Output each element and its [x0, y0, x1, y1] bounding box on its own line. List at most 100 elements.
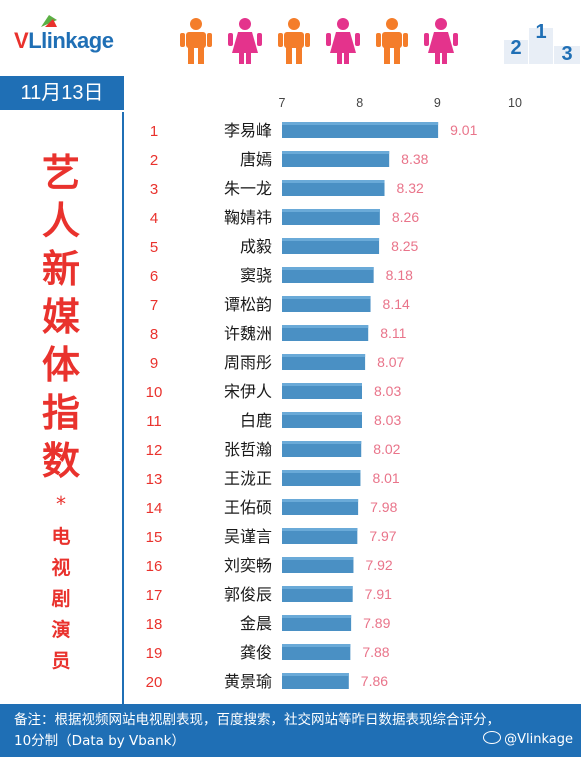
female-icon — [326, 18, 360, 64]
value-label: 7.91 — [365, 586, 392, 602]
rank-number: 3 — [150, 181, 158, 198]
rank-number: 9 — [150, 355, 158, 372]
footer-note-line2: 10分制（Data by Vbank） — [14, 733, 186, 749]
bar-highlight — [282, 586, 353, 589]
rank-number: 5 — [150, 239, 158, 256]
bar-highlight — [282, 180, 385, 183]
male-icon — [376, 18, 408, 64]
bar — [282, 354, 366, 370]
bar — [282, 296, 371, 312]
bar-highlight — [282, 441, 362, 444]
bar — [282, 441, 362, 457]
vlinkage-logo: VLlinkage — [14, 28, 114, 54]
bar-highlight — [282, 238, 380, 241]
bar — [282, 209, 380, 225]
rank-number: 2 — [150, 152, 158, 169]
value-label: 8.07 — [377, 354, 404, 370]
artist-name: 李易峰 — [224, 121, 272, 140]
bar — [282, 586, 353, 602]
x-tick-label: 9 — [434, 96, 441, 110]
value-label: 8.32 — [397, 180, 424, 196]
rank-number: 13 — [146, 471, 163, 488]
value-label: 8.03 — [374, 383, 401, 399]
artist-name: 鞠婧祎 — [224, 208, 272, 227]
podium-number: 3 — [561, 43, 572, 65]
left-divider — [122, 112, 124, 704]
bar — [282, 180, 385, 196]
rank-number: 1 — [150, 123, 158, 140]
x-tick-label: 10 — [508, 96, 522, 110]
value-label: 7.88 — [362, 644, 389, 660]
bar — [282, 325, 369, 341]
rank-number: 17 — [146, 587, 163, 604]
male-icon — [180, 18, 212, 64]
value-label: 7.97 — [369, 528, 396, 544]
rank-number: 6 — [150, 268, 158, 285]
value-label: 8.02 — [373, 441, 400, 457]
value-label: 8.01 — [372, 470, 399, 486]
bar-highlight — [282, 325, 369, 328]
rank-number: 10 — [146, 384, 163, 401]
people-icons — [180, 18, 458, 64]
rank-number: 12 — [146, 442, 163, 459]
rank-number: 14 — [146, 500, 163, 517]
artist-name: 白鹿 — [240, 411, 272, 430]
title-char: 指 — [41, 391, 80, 435]
ranking-chart: 7 8 9 10 1 李易峰 9.01 2 唐嫣 8.38 3 朱一龙 8.32 4 鞠婧祎 8.26 5 成毅 8… — [146, 96, 522, 691]
podium-number: 1 — [535, 21, 546, 43]
subtitle-char: 员 — [51, 650, 71, 672]
bar-highlight — [282, 499, 359, 502]
bar — [282, 151, 390, 167]
rank-number: 8 — [150, 326, 158, 343]
weibo-handle: @Vlinkage — [483, 731, 573, 747]
title-char: 媒 — [41, 295, 80, 339]
female-icon — [424, 18, 458, 64]
bar — [282, 673, 349, 689]
logo-leaf-icon — [41, 15, 57, 27]
bar-highlight — [282, 122, 439, 125]
bar-highlight — [282, 557, 354, 560]
artist-name: 吴谨言 — [224, 527, 272, 546]
bar-highlight — [282, 412, 362, 415]
value-label: 7.98 — [370, 499, 397, 515]
bar-highlight — [282, 151, 390, 154]
rank-number: 4 — [150, 210, 158, 227]
footer-note: 备注：根据视频网站电视剧表现，百度搜索，社交网站等昨日数据表现综合评分， 10分… — [14, 710, 574, 752]
bar-highlight — [282, 673, 349, 676]
podium-icon: 213 — [504, 21, 580, 65]
title-char: 人 — [41, 199, 80, 243]
bar-highlight — [282, 383, 362, 386]
artist-name: 金晨 — [240, 614, 272, 633]
artist-name: 窦骁 — [240, 266, 272, 285]
rank-number: 11 — [146, 413, 162, 430]
subtitle-char: 剧 — [51, 588, 71, 610]
title-char: 新 — [41, 247, 80, 291]
artist-name: 龚俊 — [240, 643, 272, 662]
artist-name: 许魏洲 — [224, 324, 272, 343]
bar — [282, 644, 351, 660]
rank-number: 18 — [146, 616, 163, 633]
podium-number: 2 — [510, 37, 521, 59]
bar-highlight — [282, 528, 358, 531]
subtitle-char: 演 — [51, 619, 71, 641]
bar-highlight — [282, 209, 380, 212]
bar — [282, 470, 361, 486]
artist-name: 宋伊人 — [224, 382, 272, 401]
rank-number: 15 — [146, 529, 163, 546]
female-icon — [228, 18, 262, 64]
value-label: 8.25 — [391, 238, 418, 254]
bar — [282, 615, 352, 631]
x-tick-label: 8 — [356, 96, 363, 110]
bar — [282, 267, 374, 283]
bar-highlight — [282, 267, 374, 270]
artist-name: 张哲瀚 — [224, 440, 272, 459]
bar-highlight — [282, 644, 351, 647]
value-label: 7.86 — [361, 673, 388, 689]
artist-name: 成毅 — [240, 237, 272, 256]
value-label: 7.92 — [365, 557, 392, 573]
weibo-handle-text: @Vlinkage — [504, 732, 573, 747]
bar — [282, 528, 358, 544]
value-label: 9.01 — [450, 122, 477, 138]
rank-number: 20 — [146, 674, 163, 691]
